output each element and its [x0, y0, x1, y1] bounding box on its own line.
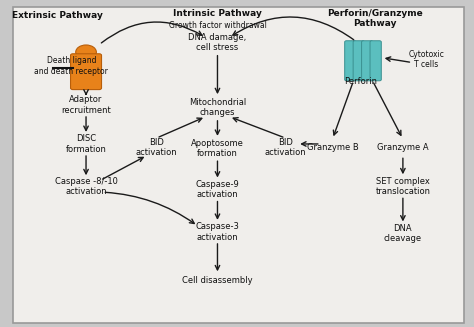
FancyBboxPatch shape: [345, 41, 356, 81]
Circle shape: [76, 45, 96, 59]
Text: DISC
formation: DISC formation: [65, 134, 107, 154]
FancyBboxPatch shape: [71, 54, 101, 90]
Text: Extrinsic Pathway: Extrinsic Pathway: [12, 11, 103, 20]
Text: BID
activation: BID activation: [136, 138, 177, 157]
Text: Granzyme A: Granzyme A: [377, 143, 428, 152]
Text: DNA
cleavage: DNA cleavage: [384, 224, 422, 243]
Text: SET complex
translocation: SET complex translocation: [375, 177, 430, 196]
Text: Perforin: Perforin: [344, 77, 377, 86]
Text: Growth factor withdrawal: Growth factor withdrawal: [169, 21, 266, 30]
Text: Caspase-9
activation: Caspase-9 activation: [196, 180, 239, 199]
FancyBboxPatch shape: [370, 41, 381, 81]
FancyBboxPatch shape: [353, 41, 365, 81]
Text: Mitochondrial
changes: Mitochondrial changes: [189, 98, 246, 117]
Text: Cell disassembly: Cell disassembly: [182, 276, 253, 285]
Text: Pathway: Pathway: [353, 19, 396, 28]
Text: Caspase -8/-10
activation: Caspase -8/-10 activation: [55, 177, 118, 196]
Text: Adaptor
recruitment: Adaptor recruitment: [61, 95, 111, 114]
Text: Apoptosome
formation: Apoptosome formation: [191, 139, 244, 158]
Text: Cytotoxic
T cells: Cytotoxic T cells: [409, 50, 444, 69]
FancyBboxPatch shape: [13, 7, 464, 323]
FancyBboxPatch shape: [362, 41, 373, 81]
Text: Perforin/Granzyme: Perforin/Granzyme: [327, 9, 423, 18]
Text: Granzyme B: Granzyme B: [307, 143, 358, 152]
Text: BID
activation: BID activation: [264, 138, 306, 157]
Text: Death ligand
and death receptor: Death ligand and death receptor: [35, 56, 108, 76]
Text: DNA damage,
cell stress: DNA damage, cell stress: [188, 33, 246, 52]
Text: Intrinsic Pathway: Intrinsic Pathway: [173, 9, 262, 18]
Text: Caspase-3
activation: Caspase-3 activation: [196, 222, 239, 242]
